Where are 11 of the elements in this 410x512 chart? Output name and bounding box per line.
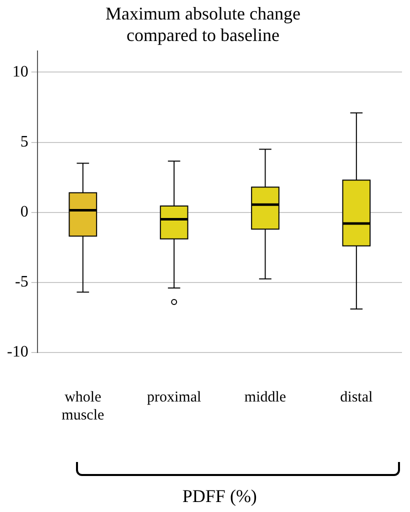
x-axis-title: PDFF (%) <box>182 486 257 506</box>
y-tick-label: -10 <box>7 344 28 361</box>
y-tick-label: -5 <box>15 274 28 291</box>
y-tick-label: 0 <box>20 204 28 221</box>
y-tick-label: 5 <box>20 133 28 150</box>
x-tick-label: proximal <box>147 389 202 406</box>
x-tick-label: middle <box>244 389 286 406</box>
y-tick-label: 10 <box>12 63 28 80</box>
x-tick-label: distal <box>340 389 373 406</box>
x-tick-label: whole muscle <box>62 389 104 424</box>
chart-title: Maximum absolute change compared to baseline <box>106 4 300 46</box>
